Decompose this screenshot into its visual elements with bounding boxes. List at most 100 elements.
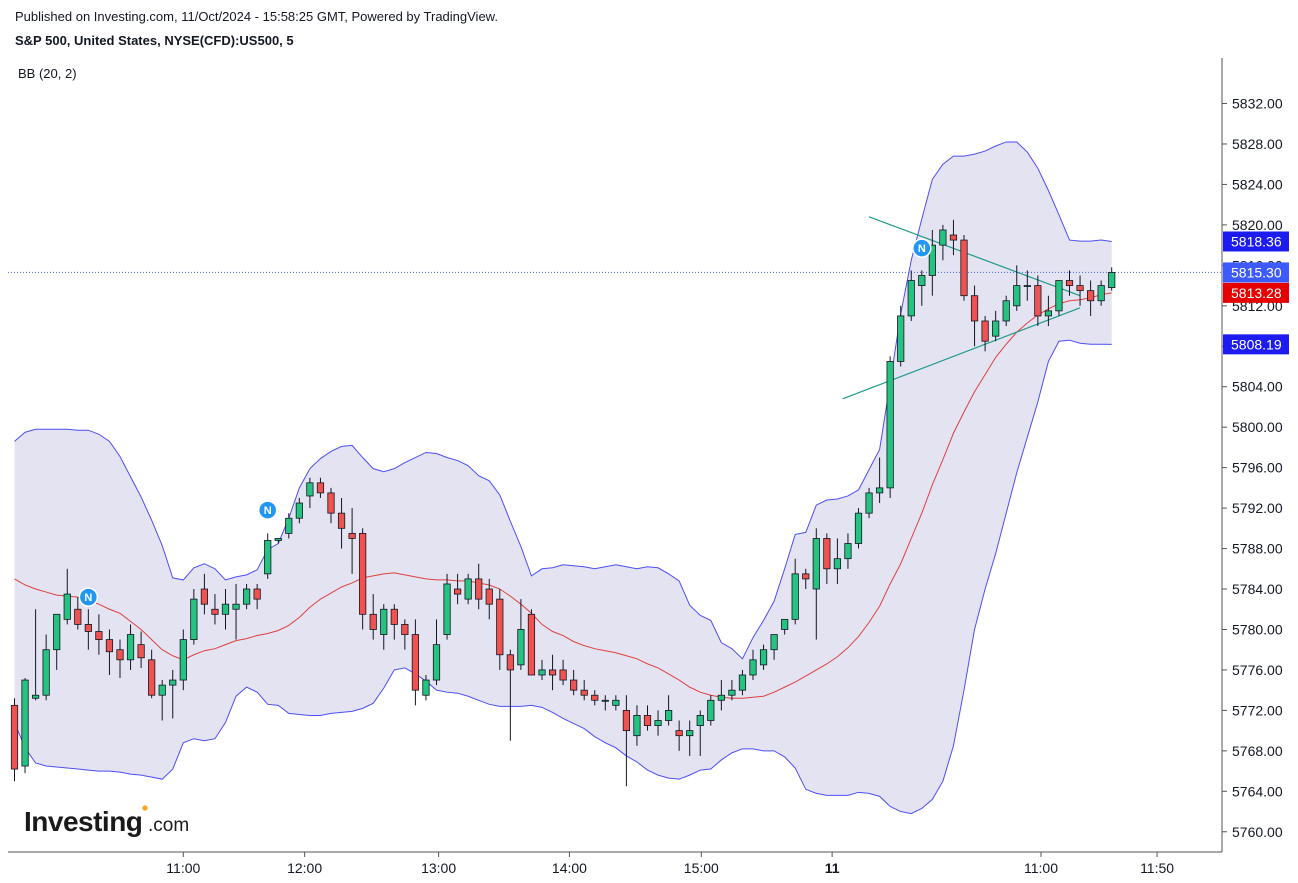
candle xyxy=(179,629,187,691)
candle-body xyxy=(749,659,757,676)
candle-body xyxy=(939,229,947,246)
candle-body xyxy=(190,598,198,640)
trendline-0 xyxy=(868,216,1081,297)
candle-body xyxy=(411,634,420,691)
candle-body xyxy=(485,588,493,605)
x-tick-label: 13:00 xyxy=(421,860,456,876)
news-marker-label: N xyxy=(84,592,92,604)
candle xyxy=(833,538,842,584)
candle xyxy=(306,477,314,509)
candle xyxy=(464,573,472,605)
candle xyxy=(633,705,641,746)
price-tag-bg xyxy=(1223,262,1289,283)
candle-body xyxy=(285,517,293,534)
candle xyxy=(696,710,704,756)
candle-body xyxy=(897,315,905,362)
candle-body xyxy=(1055,280,1063,312)
candle xyxy=(992,310,1000,342)
candle xyxy=(686,720,694,756)
candle xyxy=(1002,295,1010,327)
candle xyxy=(791,558,799,625)
price-tag-label: 5813.28 xyxy=(1231,285,1282,301)
candle xyxy=(928,229,936,296)
candle xyxy=(443,573,451,640)
candle xyxy=(854,508,863,549)
candle-body xyxy=(559,669,567,681)
candle-body xyxy=(960,239,968,297)
indicator-label[interactable]: BB (20, 2) xyxy=(18,66,77,81)
candle xyxy=(401,619,409,650)
x-tick-label: 14:00 xyxy=(552,860,587,876)
candle-body xyxy=(242,588,251,605)
candle xyxy=(411,619,420,706)
price-tag-upper-band: 5818.36 xyxy=(1223,231,1289,252)
candle-body xyxy=(53,613,61,651)
candle-body xyxy=(169,679,177,686)
candle-body xyxy=(443,583,451,635)
candle xyxy=(32,609,40,701)
candle-body xyxy=(1044,310,1052,317)
candle-body xyxy=(570,679,578,691)
candle-body xyxy=(380,608,388,635)
candle xyxy=(844,533,852,569)
candle-body xyxy=(337,512,346,529)
candle-body xyxy=(1076,285,1084,292)
candle-body xyxy=(369,613,377,630)
candle-body xyxy=(633,715,641,737)
candle xyxy=(781,618,789,635)
candle-body xyxy=(918,275,926,286)
candle-body xyxy=(74,608,82,625)
published-info: Published on Investing.com, 11/Oct/2024 … xyxy=(15,9,498,24)
candle-body xyxy=(928,244,936,276)
x-tick-label: 15:00 xyxy=(684,860,719,876)
candle xyxy=(897,305,905,367)
candle-body xyxy=(295,502,303,519)
candle-body xyxy=(654,720,662,726)
candle xyxy=(527,609,536,676)
y-tick-label: 5760.00 xyxy=(1232,824,1283,840)
upper-band-line xyxy=(14,141,1112,660)
logo-dot-icon xyxy=(142,805,148,811)
candle xyxy=(918,270,926,306)
candle xyxy=(369,594,377,640)
y-tick-label: 5788.00 xyxy=(1232,541,1283,557)
candle xyxy=(148,649,156,699)
candle-body xyxy=(580,689,588,696)
candle-body xyxy=(970,295,979,322)
candle-body xyxy=(907,280,915,317)
y-tick-label: 5828.00 xyxy=(1232,136,1283,152)
candle xyxy=(601,695,609,711)
candle xyxy=(591,690,599,706)
candle-body xyxy=(221,603,230,615)
candle xyxy=(876,457,884,504)
candle xyxy=(812,528,820,640)
candle xyxy=(823,533,831,584)
candle-body xyxy=(876,487,884,494)
candle-body xyxy=(1013,285,1021,307)
candle xyxy=(865,487,873,519)
x-tick-label: 12:00 xyxy=(287,860,322,876)
candle xyxy=(960,235,968,301)
middle-band-line xyxy=(14,292,1112,699)
y-tick-label: 5792.00 xyxy=(1232,500,1283,516)
candle xyxy=(654,710,662,736)
candle-body xyxy=(453,588,462,595)
candle xyxy=(253,583,261,610)
candle-body xyxy=(95,631,103,640)
candle-body xyxy=(591,694,599,701)
candle xyxy=(126,624,135,670)
candle xyxy=(802,568,810,590)
news-markers[interactable]: N N N xyxy=(78,238,932,607)
candle xyxy=(717,680,725,711)
logo-domain: .com xyxy=(148,815,189,836)
price-tag-bg xyxy=(1223,231,1289,252)
candle xyxy=(1076,275,1084,306)
x-tick-label: 11:00 xyxy=(166,860,200,876)
candle-body xyxy=(865,492,873,514)
y-tick-label: 5784.00 xyxy=(1232,581,1283,597)
candle-body xyxy=(643,715,652,726)
candle xyxy=(665,695,673,726)
candle xyxy=(770,634,778,660)
candle-body xyxy=(770,634,778,651)
